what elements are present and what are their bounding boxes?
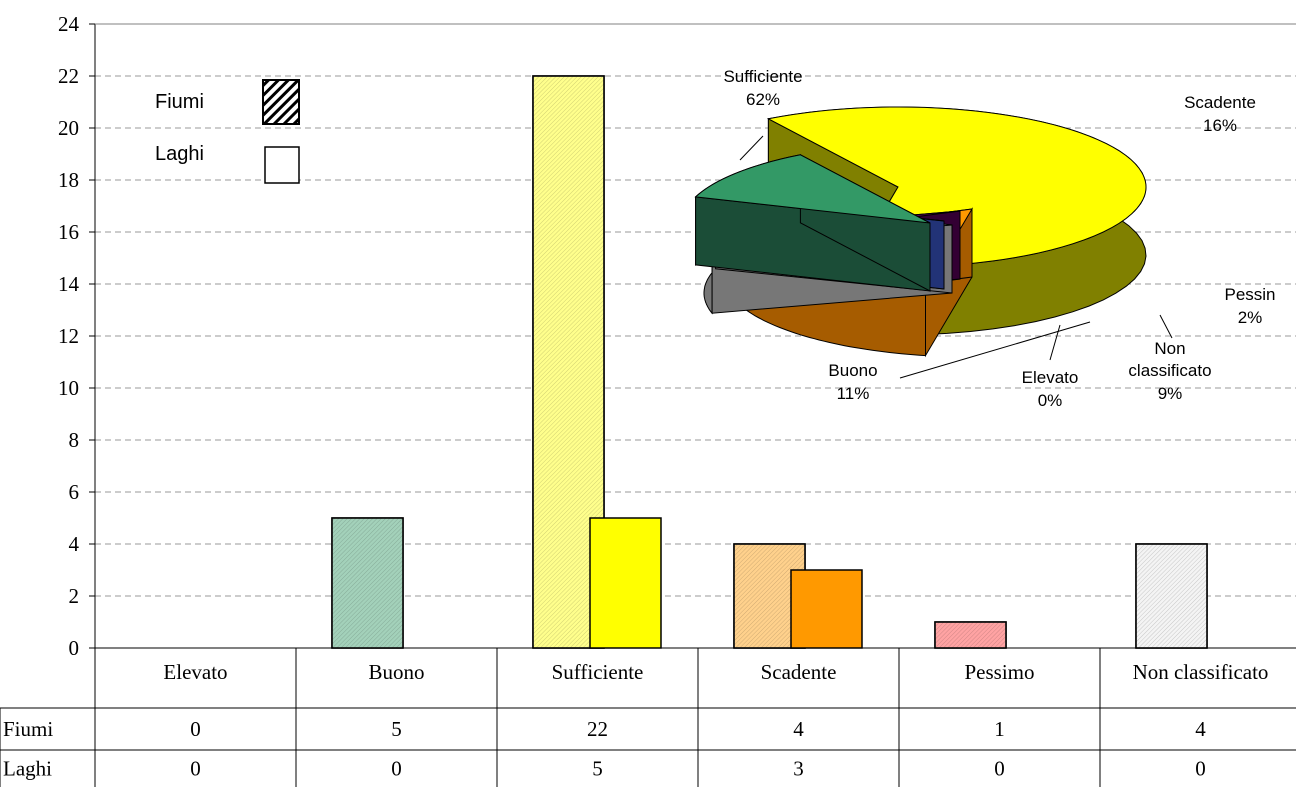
pie-label-percent: 62% <box>746 90 780 109</box>
pie-top <box>694 154 931 224</box>
pie-label-sufficiente: Sufficiente 62% <box>723 67 803 161</box>
table-cell: 22 <box>587 717 608 741</box>
y-tick-label: 2 <box>69 584 80 608</box>
table-cell: 0 <box>1195 757 1206 781</box>
legend-swatch-laghi <box>264 146 300 184</box>
bar-hatch <box>1135 543 1208 649</box>
pie-label-percent: 11% <box>837 384 870 403</box>
table-cell: 0 <box>391 757 402 781</box>
bar-hatch <box>934 621 1007 649</box>
y-tick-label: 18 <box>58 168 79 192</box>
bar-fiumi <box>331 517 404 649</box>
table-cell: 0 <box>190 717 201 741</box>
y-tick-label: 14 <box>58 272 80 296</box>
y-tick-label: 4 <box>69 532 80 556</box>
pie-label-percent: 16% <box>1203 116 1237 135</box>
legend-swatch-fiumi <box>262 79 300 125</box>
y-tick-label: 22 <box>58 64 79 88</box>
bar-fill <box>790 569 863 649</box>
y-tick-label: 10 <box>58 376 79 400</box>
bar-fiumi <box>1135 543 1208 649</box>
y-tick-label: 12 <box>58 324 79 348</box>
data-table: Elevato Buono Sufficiente Scadente Pessimo No… <box>0 648 1296 787</box>
table-row-label: Laghi <box>3 757 52 781</box>
pie-leader-line <box>1159 314 1173 339</box>
pie-label-name: Pessin <box>1224 285 1275 304</box>
y-tick-label: 6 <box>69 480 80 504</box>
pie-label-percent: 9% <box>1158 384 1183 403</box>
pie-label-name: Scadente <box>1184 93 1256 112</box>
table-cell: 4 <box>1195 717 1206 741</box>
table-category-label: Sufficiente <box>552 660 644 684</box>
bar-fill <box>589 517 662 649</box>
pie-label-scadente: Scadente 16% <box>1184 93 1256 135</box>
pie-label-percent: 2% <box>1238 308 1263 327</box>
table-cell: 4 <box>793 717 804 741</box>
pie-label-name: Non <box>1154 339 1185 358</box>
bar-fiumi <box>934 621 1007 649</box>
bars <box>331 75 1208 649</box>
bar-laghi <box>589 517 662 649</box>
pie-label-pessimo: Pessin 2% <box>1224 285 1275 327</box>
table-cell: 5 <box>592 757 603 781</box>
pie-chart: Sufficiente 62% Scadente 16% Pessin 2% Non clas… <box>694 67 1276 410</box>
bar-laghi <box>790 569 863 649</box>
table-cell: 5 <box>391 717 402 741</box>
pie-label-name: Buono <box>828 361 877 380</box>
legend-label-laghi: Laghi <box>155 143 204 165</box>
y-tick-label: 20 <box>58 116 79 140</box>
table-category-label: Non classificato <box>1133 660 1269 684</box>
legend: Fiumi Laghi <box>155 79 300 184</box>
pie-leader-line <box>739 135 764 161</box>
table-category-label: Scadente <box>761 660 837 684</box>
pie-label-name: Elevato <box>1022 368 1079 387</box>
table-cell: 1 <box>994 717 1005 741</box>
y-tick-label: 16 <box>58 220 79 244</box>
y-tick-label: 8 <box>69 428 80 452</box>
bar-fiumi <box>532 75 605 649</box>
table-category-label: Elevato <box>163 660 227 684</box>
table-cell: 3 <box>793 757 804 781</box>
pie-label-elevato: Elevato 0% <box>1022 324 1079 410</box>
bar-hatch <box>331 517 404 649</box>
table-cell: 0 <box>190 757 201 781</box>
pie-top <box>766 106 1147 268</box>
pie-label-percent: 0% <box>1038 391 1063 410</box>
table-category-label: Pessimo <box>964 660 1034 684</box>
y-tick-label: 24 <box>58 12 80 36</box>
table-category-label: Buono <box>368 660 424 684</box>
y-tick-label: 0 <box>69 636 80 660</box>
pie-leader-line <box>1049 324 1061 361</box>
legend-label-fiumi: Fiumi <box>155 91 204 113</box>
table-row-label: Fiumi <box>3 717 53 741</box>
pie-label-name-2: classificato <box>1128 361 1211 380</box>
pie-leader-line <box>899 321 1091 379</box>
pie-label-non-classificato: Non classificato 9% <box>1128 314 1212 403</box>
pie-slice-buono <box>694 153 931 292</box>
pie-label-name: Sufficiente <box>723 67 802 86</box>
pie-label-buono: Buono 11% <box>828 321 1091 403</box>
table-cell: 0 <box>994 757 1005 781</box>
